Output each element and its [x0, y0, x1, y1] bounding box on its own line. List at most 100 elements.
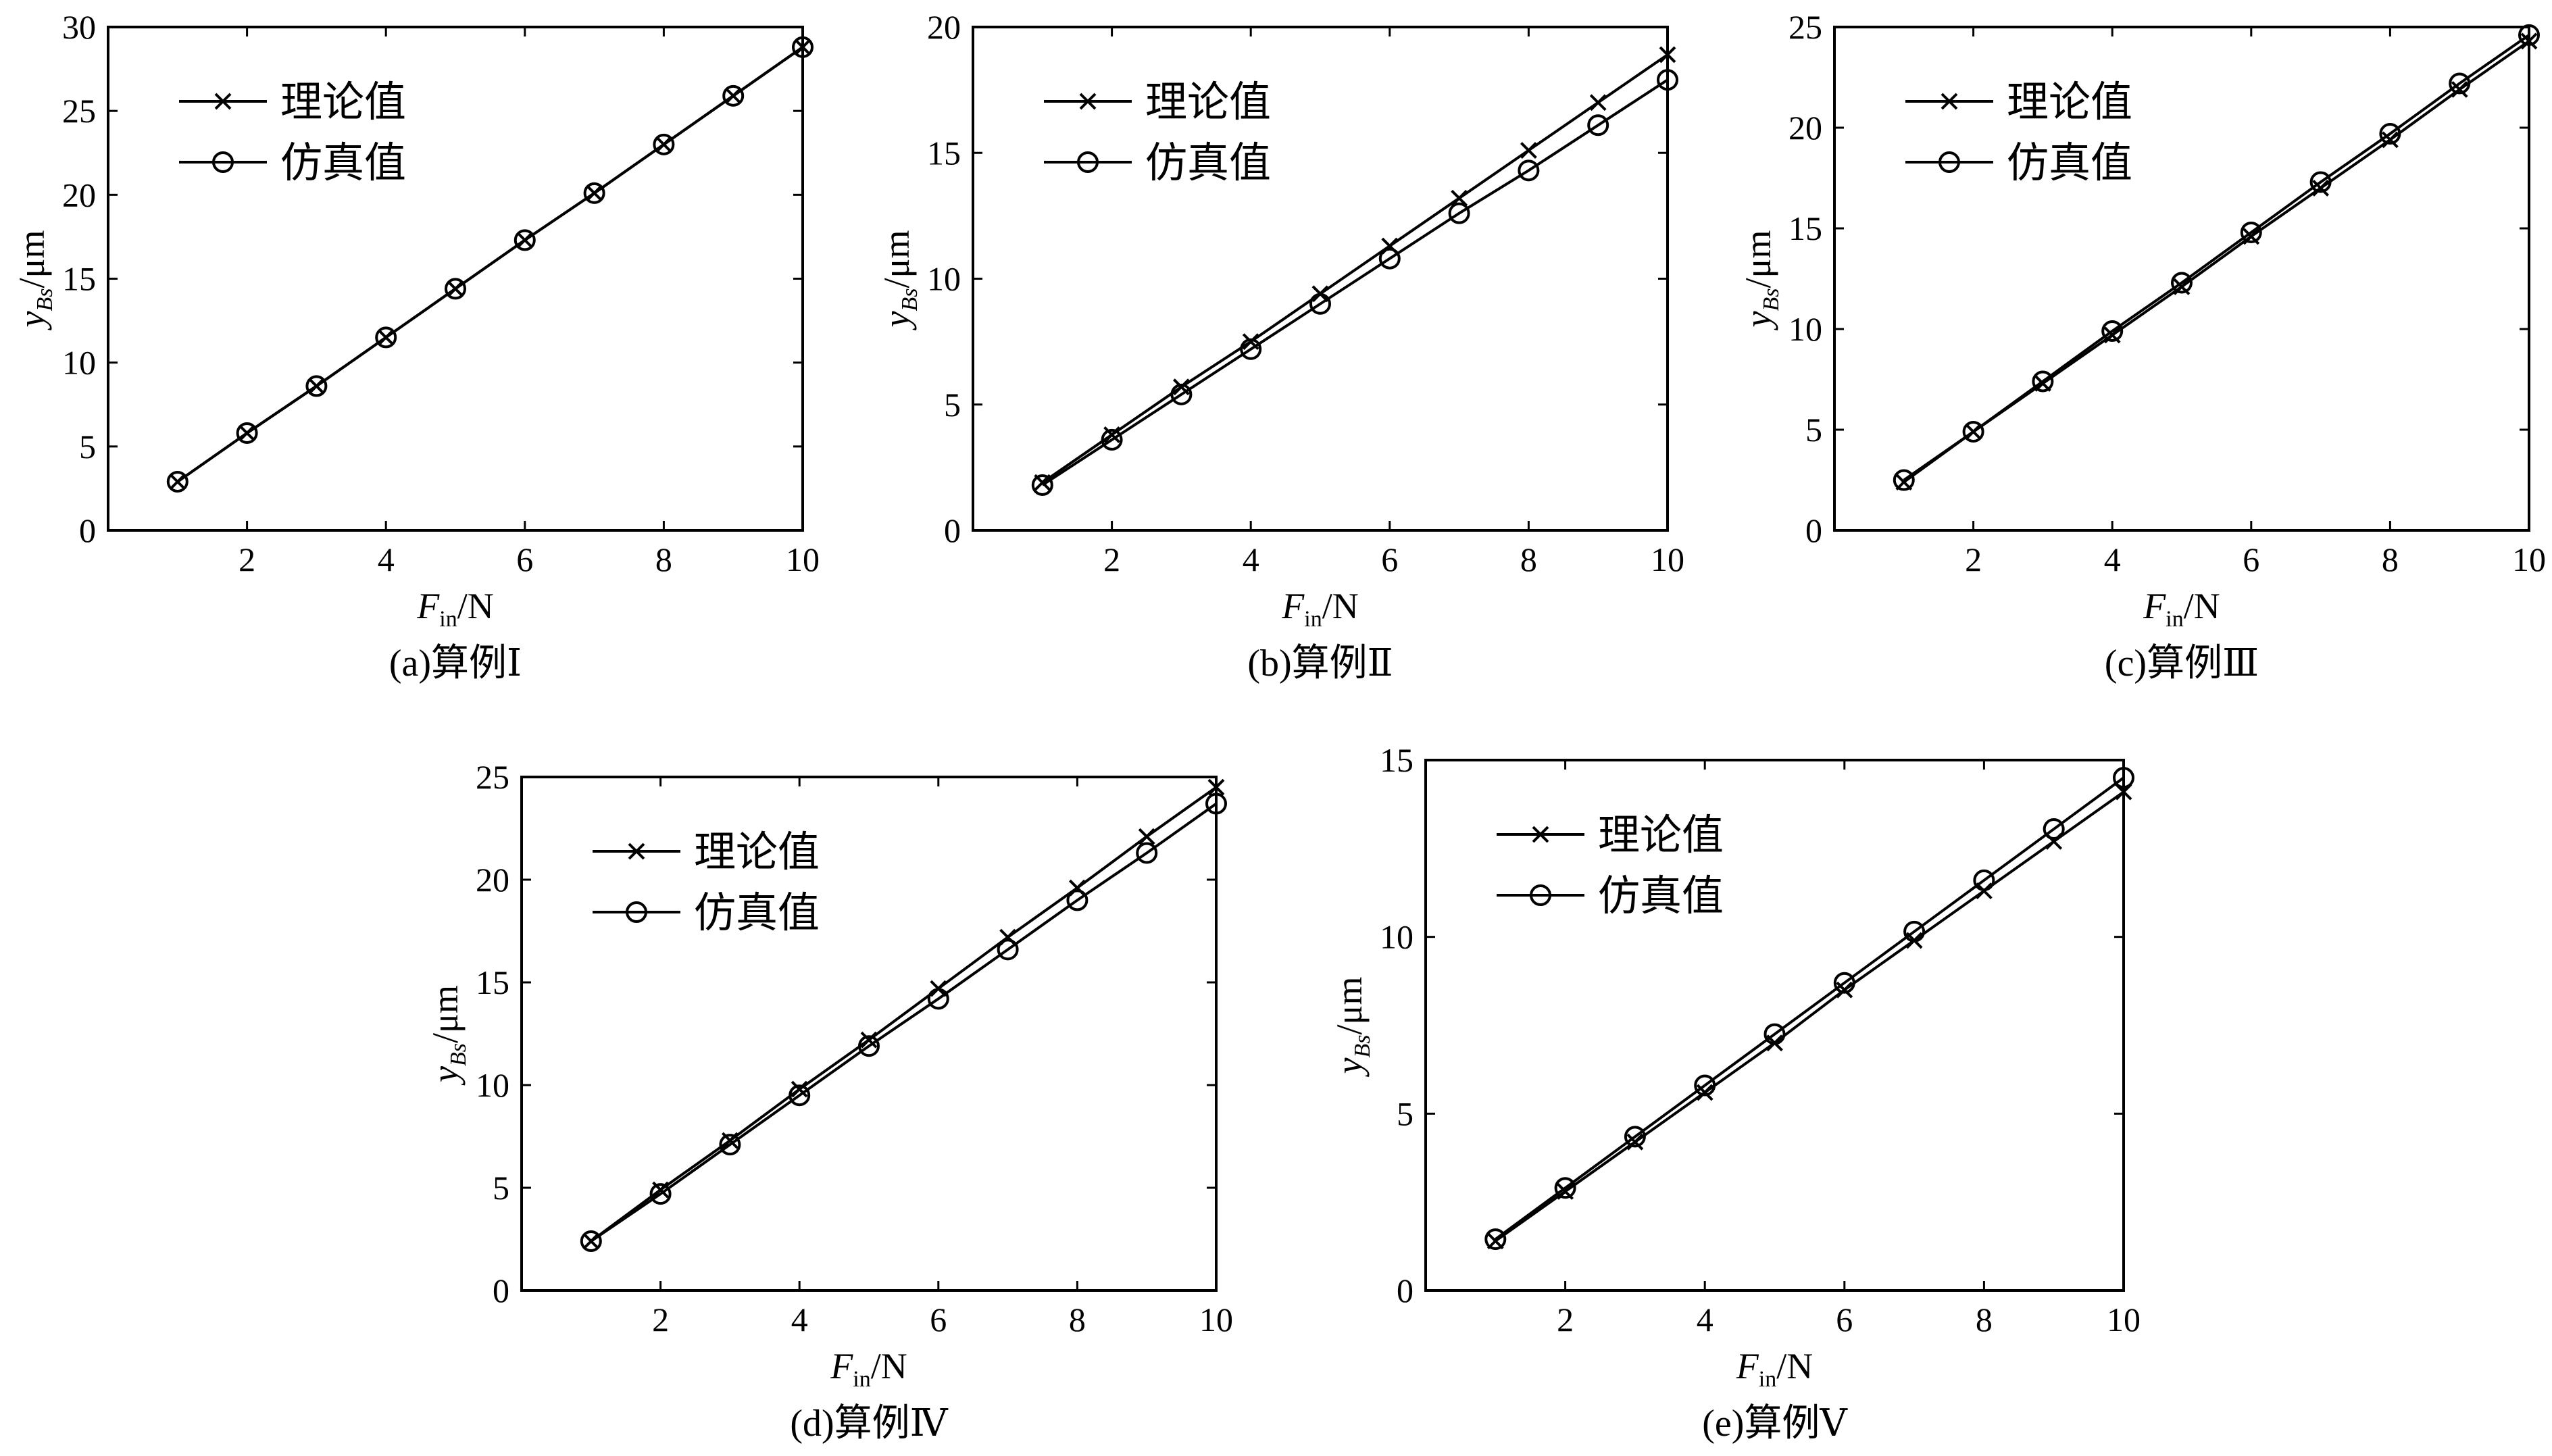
- y-tick-label: 15: [1788, 209, 1822, 247]
- x-axis-label-unit: /N: [871, 1346, 907, 1386]
- x-tick-label: 8: [655, 541, 672, 578]
- x-tick-label: 6: [516, 541, 533, 578]
- y-axis-label-unit: /μm: [876, 230, 917, 288]
- simulation-point: [2518, 24, 2540, 46]
- x-axis-label-symbol: F: [1281, 586, 1305, 626]
- x-tick-label: 8: [1069, 1301, 1086, 1338]
- x-tick-label: 10: [2512, 541, 2546, 578]
- simulation-point: [2171, 272, 2193, 294]
- simulation-point: [2379, 122, 2401, 145]
- y-tick-label: 0: [944, 511, 961, 549]
- y-tick-label: 15: [476, 963, 509, 1001]
- simulation-point: [375, 326, 397, 349]
- y-axis-label-unit: /μm: [425, 985, 466, 1043]
- x-axis-label-subscript: in: [439, 607, 457, 632]
- y-tick-label: 0: [1397, 1272, 1413, 1309]
- y-axis-label-symbol: y: [425, 1066, 466, 1086]
- simulation-point: [1893, 469, 1915, 491]
- y-axis-label-unit: /μm: [1738, 230, 1778, 288]
- y-axis-label: yBs/μm: [1329, 977, 1375, 1078]
- simulation-point: [653, 133, 675, 155]
- theory-point: [2520, 32, 2538, 50]
- x-axis-label-symbol: F: [830, 1346, 853, 1386]
- y-axis-label: yBs/μm: [876, 230, 922, 331]
- y-axis-label-symbol: y: [876, 311, 917, 330]
- x-tick-label: 2: [1557, 1301, 1574, 1338]
- legend-sim-marker: [1530, 884, 1551, 906]
- x-axis-label-unit: /N: [1776, 1346, 1813, 1386]
- x-axis-label: Fin/N: [1736, 1346, 1813, 1392]
- y-tick-label: 25: [62, 92, 96, 130]
- theory-point: [2312, 179, 2330, 197]
- x-tick-label: 2: [652, 1301, 669, 1338]
- y-axis-label-symbol: y: [11, 311, 52, 330]
- legend-theory-marker: [1941, 93, 1958, 110]
- y-tick-label: 10: [476, 1066, 509, 1104]
- legend-theory-label: 理论值: [2007, 77, 2132, 126]
- y-axis-label-subscript: Bs: [1350, 1035, 1375, 1058]
- y-tick-label: 20: [62, 176, 96, 214]
- simulation-point: [1587, 114, 1609, 136]
- plot-frame: [520, 776, 1218, 1292]
- y-tick-label: 15: [1380, 741, 1413, 779]
- legend-theory-label: 理论值: [694, 827, 820, 876]
- simulation-point: [1518, 159, 1540, 182]
- x-tick-label: 4: [2104, 541, 2121, 578]
- legend-sim-marker: [1938, 151, 1960, 173]
- y-tick-label: 10: [1380, 918, 1413, 956]
- series-line-simulation: [1495, 776, 2125, 1240]
- panel-caption: (d)算例Ⅳ: [790, 1403, 948, 1445]
- x-axis-label-symbol: F: [416, 586, 440, 626]
- y-tick-label: 20: [476, 861, 509, 899]
- simulation-point: [1657, 69, 1678, 91]
- series-line-simulation: [1903, 34, 2530, 482]
- y-axis-label: yBs/μm: [425, 985, 471, 1086]
- simulation-point: [927, 988, 949, 1010]
- x-tick-label: 10: [1651, 541, 1684, 578]
- x-tick-label: 6: [1836, 1301, 1853, 1338]
- x-axis-label: Fin/N: [416, 586, 493, 632]
- theory-point: [1589, 94, 1607, 111]
- legend-sim-label: 仿真值: [1598, 871, 1724, 920]
- simulation-point: [2449, 72, 2471, 95]
- simulation-point: [1309, 293, 1331, 315]
- series-line-simulation: [1041, 78, 1669, 486]
- simulation-point: [2043, 818, 2065, 840]
- y-tick-label: 5: [944, 386, 961, 424]
- y-tick-label: 15: [927, 134, 961, 172]
- simulation-point: [2113, 767, 2134, 789]
- y-tick-label: 30: [62, 8, 96, 46]
- y-tick-label: 5: [493, 1169, 509, 1207]
- y-axis-label-symbol: y: [1738, 311, 1778, 330]
- simulation-point: [858, 1035, 880, 1057]
- theory-point: [2451, 80, 2468, 98]
- simulation-point: [580, 1230, 602, 1253]
- y-tick-label: 20: [1788, 109, 1822, 147]
- theory-point: [1207, 778, 1225, 796]
- x-tick-label: 10: [2107, 1301, 2141, 1338]
- simulation-point: [1170, 383, 1193, 405]
- legend-theory-label: 理论值: [280, 77, 406, 126]
- theory-point: [1451, 189, 1468, 207]
- y-tick-label: 10: [927, 260, 961, 298]
- simulation-point: [722, 84, 745, 107]
- series-line-theory: [1495, 790, 2125, 1242]
- simulation-point: [1694, 1074, 1716, 1097]
- y-axis-label: yBs/μm: [11, 230, 57, 331]
- y-tick-label: 20: [927, 8, 961, 46]
- x-tick-label: 8: [2382, 541, 2399, 578]
- theory-point: [1659, 46, 1676, 64]
- series-line-simulation: [176, 46, 804, 483]
- x-tick-label: 2: [1965, 541, 1982, 578]
- legend-sim-label: 仿真值: [2007, 138, 2132, 187]
- simulation-point: [2032, 370, 2054, 393]
- y-axis-label-subscript: Bs: [32, 288, 57, 311]
- y-axis-label-subscript: Bs: [446, 1043, 471, 1066]
- x-tick-label: 10: [786, 541, 820, 578]
- simulation-point: [305, 375, 328, 397]
- x-axis-label-symbol: F: [1736, 1346, 1759, 1386]
